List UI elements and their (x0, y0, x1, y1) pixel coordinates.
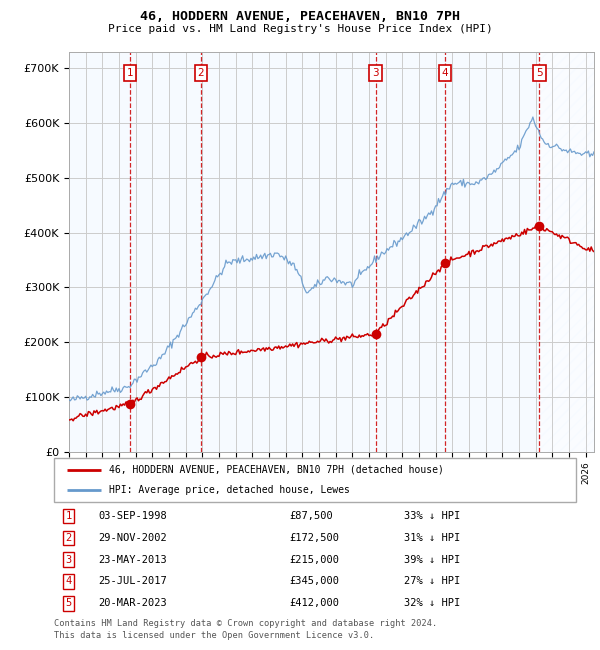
Text: 2: 2 (197, 68, 204, 78)
Text: £172,500: £172,500 (289, 533, 339, 543)
Text: 4: 4 (65, 577, 72, 586)
Text: 27% ↓ HPI: 27% ↓ HPI (404, 577, 460, 586)
Bar (445, 52, 539, 452)
Text: 03-SEP-1998: 03-SEP-1998 (98, 511, 167, 521)
Bar (130, 52, 201, 452)
Text: 25-JUL-2017: 25-JUL-2017 (98, 577, 167, 586)
Text: 29-NOV-2002: 29-NOV-2002 (98, 533, 167, 543)
Bar (201, 52, 376, 452)
Text: 5: 5 (536, 68, 542, 78)
Text: 46, HODDERN AVENUE, PEACEHAVEN, BN10 7PH: 46, HODDERN AVENUE, PEACEHAVEN, BN10 7PH (140, 10, 460, 23)
Text: 1: 1 (127, 68, 133, 78)
Text: 3: 3 (65, 554, 72, 565)
Text: 33% ↓ HPI: 33% ↓ HPI (404, 511, 460, 521)
Text: 23-MAY-2013: 23-MAY-2013 (98, 554, 167, 565)
Text: 1: 1 (65, 511, 72, 521)
Bar (376, 52, 445, 452)
Text: £215,000: £215,000 (289, 554, 339, 565)
Text: 32% ↓ HPI: 32% ↓ HPI (404, 599, 460, 608)
Text: £345,000: £345,000 (289, 577, 339, 586)
Text: 2: 2 (65, 533, 72, 543)
Text: 3: 3 (372, 68, 379, 78)
Text: £412,000: £412,000 (289, 599, 339, 608)
Text: 31% ↓ HPI: 31% ↓ HPI (404, 533, 460, 543)
Text: 4: 4 (442, 68, 448, 78)
Text: Contains HM Land Registry data © Crown copyright and database right 2024.: Contains HM Land Registry data © Crown c… (54, 619, 437, 628)
Text: 20-MAR-2023: 20-MAR-2023 (98, 599, 167, 608)
Bar (539, 52, 600, 452)
Text: 46, HODDERN AVENUE, PEACEHAVEN, BN10 7PH (detached house): 46, HODDERN AVENUE, PEACEHAVEN, BN10 7PH… (109, 465, 443, 474)
Text: 5: 5 (65, 599, 72, 608)
Text: 39% ↓ HPI: 39% ↓ HPI (404, 554, 460, 565)
Bar (69, 52, 130, 452)
Text: This data is licensed under the Open Government Licence v3.0.: This data is licensed under the Open Gov… (54, 630, 374, 640)
Text: Price paid vs. HM Land Registry's House Price Index (HPI): Price paid vs. HM Land Registry's House … (107, 24, 493, 34)
Text: £87,500: £87,500 (289, 511, 332, 521)
Text: HPI: Average price, detached house, Lewes: HPI: Average price, detached house, Lewe… (109, 485, 350, 495)
